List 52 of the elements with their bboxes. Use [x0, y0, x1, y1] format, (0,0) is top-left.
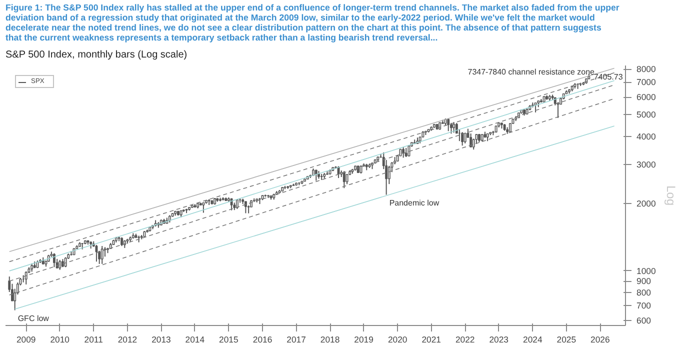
x-tick-label: 2022	[455, 334, 475, 344]
x-tick-label: 2015	[219, 334, 238, 344]
y-tick-label: 1000	[636, 266, 656, 276]
y-tick-label: 800	[636, 288, 652, 298]
annotation: 7347-7840 channel resistance zone	[468, 68, 596, 76]
annotation: GFC low	[18, 314, 50, 324]
candlestick	[404, 147, 408, 158]
candlestick	[58, 259, 62, 270]
y-tick-label: 8000	[636, 64, 656, 74]
x-tick-label: 2026	[590, 334, 610, 344]
y-tick-label: 2000	[636, 198, 656, 209]
y-tick-label: 7000	[636, 77, 656, 88]
candlestick	[346, 174, 348, 185]
annotation: 7405.73	[594, 72, 624, 82]
y-tick-label: 5000	[636, 110, 656, 120]
x-tick-label: 2014	[185, 334, 205, 344]
x-tick-label: 2013	[152, 334, 172, 344]
x-tick-label: 2009	[16, 334, 36, 344]
candlestick	[24, 271, 28, 285]
candlestick	[447, 118, 450, 132]
candlestick	[452, 122, 456, 134]
chart-subtitle: S&P 500 Index, monthly bars (Log scale)	[6, 50, 188, 60]
annotation: Pandemic low	[389, 198, 440, 208]
x-tick-label: 2020	[388, 334, 408, 344]
y-tick-label: 4000	[636, 131, 656, 142]
candlestick	[450, 122, 452, 134]
x-tick-label: 2021	[422, 334, 442, 344]
candlestick	[52, 252, 56, 268]
candlestick	[104, 246, 106, 258]
x-tick-label: 2024	[523, 334, 542, 344]
y-tick-label: 600	[636, 316, 652, 326]
candlestick	[202, 202, 205, 214]
y-tick-label: 6000	[636, 92, 656, 102]
x-tick-label: 2016	[252, 334, 272, 344]
candlestick	[470, 132, 472, 148]
candlestick	[342, 170, 346, 189]
x-tick-label: 2010	[50, 334, 70, 344]
x-tick-label: 2023	[489, 334, 509, 344]
candlestick	[95, 244, 98, 262]
x-tick-label: 2011	[84, 334, 104, 344]
x-tick-label: 2019	[354, 334, 374, 344]
candlestick	[472, 138, 475, 150]
candlestick	[100, 245, 104, 264]
x-tick-label: 2012	[118, 334, 138, 344]
y-tick-label: 3000	[636, 159, 656, 170]
x-tick-label: 2025	[556, 334, 576, 344]
y-tick-label: 900	[636, 276, 652, 286]
chart-title: Figure 1: The S&P 500 Index rally has stalled at the upper end of a confluence of longer-term trend channels. The market also faded from the upper deviation band of a regression study that originated at the March 2009 low, similar to the early-2022 period. While we've felt the market would decelerate near the noted trend lines, we do not see a clear distribution pattern on the chart at this point. The absence of that pattern suggests that the current weakness represents a temporary setback rather than a lasting bearish trend reversal...	[6, 2, 620, 42]
candlestick	[461, 132, 464, 146]
x-tick-label: 2017	[286, 334, 306, 344]
y-tick-label: 700	[636, 300, 652, 311]
x-tick-label: 2018	[320, 334, 340, 344]
